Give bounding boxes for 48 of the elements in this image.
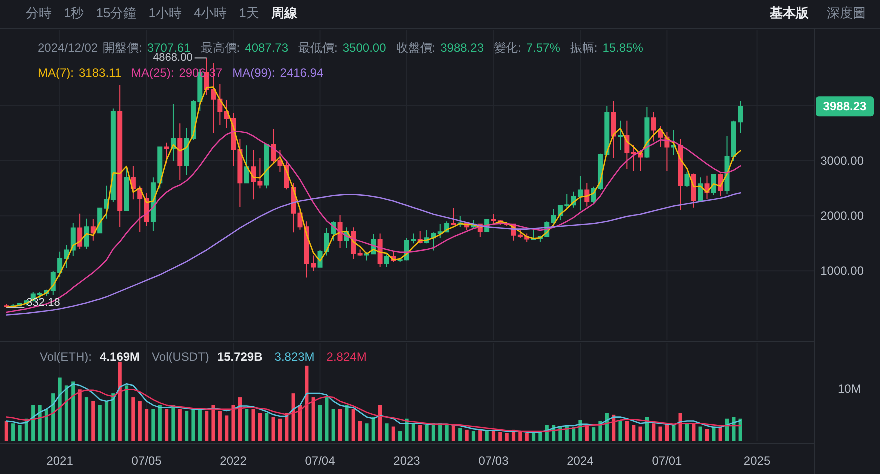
y-tick-label: 1000.00 [820,264,864,278]
annotation: 4868.00 [153,52,193,64]
x-tick-label: 2023 [394,454,421,468]
x-tick-label: 2022 [220,454,248,468]
text: 1天 [239,6,260,20]
text: MA(7): [38,66,74,80]
annotation: Vol(USDT) [152,350,210,364]
text: 15分鐘 [96,6,137,20]
text: 深度圖 [827,6,866,20]
text: 10M [838,382,862,396]
x-tick-label: 2025 [744,454,771,468]
x-tick-label: 07/01 [652,454,683,468]
x-tick-label: 2021 [46,454,74,468]
x-tick-label: 07/03 [478,454,510,468]
text: 基本版 [769,6,810,20]
annotation: 3183.11 [79,66,122,80]
annotation: 15.85% [602,41,644,55]
x-tick-label: 07/05 [132,454,162,468]
text: 1小時 [148,6,182,20]
text: 3988.23 [823,100,868,114]
text: 1秒 [64,6,84,20]
annotation: 振幅: [570,41,598,55]
x-tick-label: 07/04 [305,454,336,468]
text: 周線 [270,6,298,20]
annotation: 3988.23 [440,41,484,55]
text: MA(25): [132,66,174,80]
y-tick-label: 2000.00 [820,209,864,224]
annotation: 2.824M [326,350,367,364]
annotation: 7.57% [526,41,561,55]
text: 分時 [26,6,52,20]
annotation: 最低價: [298,41,338,55]
text: MA(99): [232,66,276,80]
annotation: 3500.00 [342,41,387,55]
annotation: 4087.73 [245,41,289,55]
y-tick-label: 3000.00 [820,154,864,168]
annotation: Vol(ETH): [40,350,92,364]
annotation: 3707.61 [147,41,192,55]
annotation: 15.729B [217,350,264,364]
annotation: 最高價: [200,41,240,55]
annotation: 開盤價: [103,41,142,55]
annotation: 2416.94 [280,66,324,80]
annotation: 3.823M [274,350,315,364]
annotation: 4.169M [100,350,140,364]
annotation: 變化: [494,41,522,55]
annotation: 收盤價: [396,41,436,55]
text: 4小時 [194,6,228,20]
annotation: 2024/12/02 [38,41,98,55]
x-tick-label: 2024 [567,454,594,468]
